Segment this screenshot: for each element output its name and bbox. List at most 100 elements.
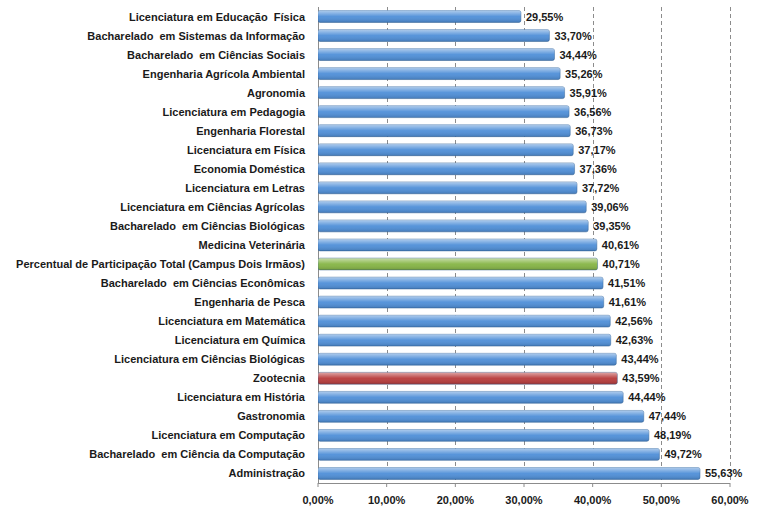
- category-label: Licenciatura em Letras: [185, 182, 305, 194]
- tick-mark: [455, 483, 456, 487]
- category-label: Licenciatura em Química: [175, 334, 306, 346]
- data-label: 29,55%: [526, 11, 564, 23]
- bar-shine: [318, 106, 569, 118]
- bar: [318, 144, 573, 156]
- category-label: Medicina Veterinária: [199, 239, 306, 251]
- bar: [318, 220, 588, 232]
- bar-shine: [318, 163, 575, 175]
- bar-shine: [318, 410, 644, 422]
- category-label: Bacharelado em Ciências Sociais: [127, 49, 305, 61]
- data-label: 43,44%: [621, 353, 659, 365]
- category-label: Gastronomia: [237, 410, 306, 422]
- data-label: 55,63%: [705, 467, 743, 479]
- data-label: 37,36%: [580, 163, 618, 175]
- bar: [318, 182, 577, 194]
- bar-shine: [318, 334, 611, 346]
- tick-label: 60,00%: [711, 494, 749, 506]
- category-label: Percentual de Participação Total (Campus…: [16, 258, 305, 270]
- tick-label: 30,00%: [505, 494, 543, 506]
- bar: [318, 315, 610, 327]
- tick-label: 50,00%: [643, 494, 681, 506]
- category-label: Bacharelado em Ciência da Computação: [89, 448, 305, 460]
- x-ticks: 0,00%10,00%20,00%30,00%40,00%50,00%60,00…: [302, 483, 748, 506]
- data-label: 47,44%: [649, 410, 687, 422]
- tick-label: 10,00%: [368, 494, 406, 506]
- data-label: 36,73%: [575, 125, 613, 137]
- bar: [318, 239, 597, 251]
- bar: [318, 296, 604, 308]
- bar-shine: [318, 429, 649, 441]
- bar-shine: [318, 220, 588, 232]
- category-label: Licenciatura em Computação: [152, 429, 306, 441]
- bar: [318, 391, 623, 403]
- category-label: Zootecnia: [253, 372, 306, 384]
- tick-mark: [730, 483, 731, 487]
- bar: [318, 449, 659, 461]
- data-label: 44,44%: [628, 391, 666, 403]
- bar-shine: [318, 315, 610, 327]
- bar: [318, 277, 603, 289]
- bar: [318, 334, 611, 346]
- category-label: Licenciatura em História: [177, 391, 306, 403]
- tick-mark: [661, 483, 662, 487]
- bar: [318, 353, 616, 365]
- category-label: Bacharelado em Ciências Econômicas: [101, 277, 305, 289]
- category-label: Engenharia de Pesca: [194, 296, 306, 308]
- labels: Licenciatura em Educação Física 29,55% Bac…: [16, 11, 742, 480]
- data-label: 37,17%: [578, 144, 616, 156]
- tick-label: 40,00%: [574, 494, 612, 506]
- data-label: 40,71%: [603, 258, 641, 270]
- bar-shine: [318, 49, 554, 61]
- data-label: 49,72%: [664, 448, 702, 460]
- data-label: 39,35%: [593, 220, 631, 232]
- bar: [318, 106, 569, 118]
- bar: [318, 49, 554, 61]
- data-label: 42,56%: [615, 315, 653, 327]
- data-label: 37,72%: [582, 182, 620, 194]
- bar-shine: [318, 449, 659, 461]
- bar-shine: [318, 201, 586, 213]
- category-label: Licenciatura em Ciências Agrícolas: [120, 201, 305, 213]
- bar: [318, 11, 521, 23]
- bar-shine: [318, 353, 616, 365]
- data-label: 42,63%: [616, 334, 654, 346]
- category-label: Licenciatura em Ciências Biológicas: [114, 353, 305, 365]
- category-label: Administração: [229, 467, 306, 479]
- tick-mark: [592, 483, 593, 487]
- page: {"chart_data": {"type": "bar", "orientat…: [0, 0, 765, 516]
- grid-line: [730, 7, 731, 483]
- data-label: 35,26%: [565, 68, 603, 80]
- bar-shine: [318, 372, 617, 384]
- data-label: 40,61%: [602, 239, 640, 251]
- bar: [318, 258, 598, 270]
- category-label: Engenharia Agrícola Ambiental: [143, 68, 305, 80]
- data-label: 34,44%: [559, 49, 597, 61]
- category-label: Economia Doméstica: [194, 163, 306, 175]
- data-label: 36,56%: [574, 106, 612, 118]
- tick-label: 0,00%: [302, 494, 333, 506]
- tick-mark: [318, 483, 319, 487]
- bar-shine: [318, 182, 577, 194]
- bar: [318, 30, 549, 42]
- category-label: Licenciatura em Pedagogia: [163, 106, 306, 118]
- bar-shine: [318, 468, 700, 480]
- bar: [318, 372, 617, 384]
- category-label: Agronomia: [247, 87, 306, 99]
- data-label: 33,70%: [554, 30, 592, 42]
- bar: [318, 68, 560, 80]
- category-label: Bacharelado em Sistemas da Informação: [87, 30, 305, 42]
- data-label: 35,91%: [570, 87, 608, 99]
- bars: [318, 11, 700, 480]
- data-label: 41,51%: [608, 277, 646, 289]
- bar: [318, 429, 649, 441]
- bar-shine: [318, 11, 521, 23]
- category-label: Engenharia Florestal: [196, 125, 305, 137]
- chart: 0,00%10,00%20,00%30,00%40,00%50,00%60,00…: [0, 0, 765, 516]
- tick-mark: [386, 483, 387, 487]
- bar-shine: [318, 391, 623, 403]
- bar-shine: [318, 296, 604, 308]
- data-label: 41,61%: [609, 296, 647, 308]
- tick-mark: [524, 483, 525, 487]
- category-label: Licenciatura em Física: [187, 144, 306, 156]
- category-label: Licenciatura em Educação Física: [129, 11, 306, 23]
